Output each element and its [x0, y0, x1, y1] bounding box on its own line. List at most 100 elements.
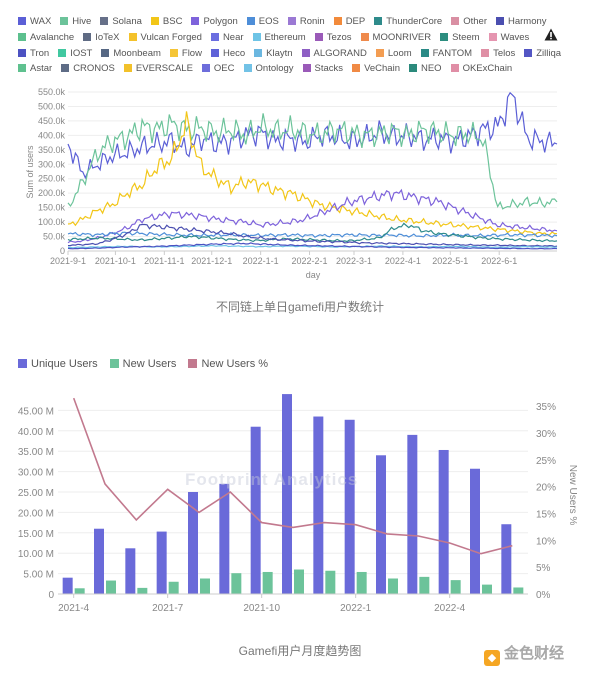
legend-item-eos[interactable]: EOS	[246, 14, 279, 30]
legend-item-algorand[interactable]: ALGORAND	[301, 46, 367, 62]
legend-item-polygon[interactable]: Polygon	[191, 14, 238, 30]
legend-item-everscale[interactable]: EVERSCALE	[123, 61, 193, 77]
bar-unique-users	[62, 577, 73, 594]
legend-item-neo[interactable]: NEO	[408, 61, 442, 77]
legend-item-new-users[interactable]: New Users %	[188, 358, 268, 370]
x-tick-label: 2022-1	[340, 603, 372, 614]
legend-label: IOST	[70, 47, 93, 59]
legend-item-thundercore[interactable]: ThunderCore	[374, 14, 442, 30]
legend-label: EOS	[258, 16, 279, 27]
legend-swatch	[252, 32, 261, 41]
legend-item-bsc[interactable]: BSC	[150, 14, 182, 30]
legend-item-steem[interactable]: Steem	[440, 30, 480, 46]
legend-item-fantom[interactable]: FANTOM	[420, 46, 473, 62]
legend-label: EVERSCALE	[135, 63, 193, 75]
legend-item-flow[interactable]: Flow	[169, 46, 202, 62]
legend-item-cronos[interactable]: CRONOS	[61, 61, 115, 77]
legend-item-avalanche[interactable]: Avalanche	[18, 30, 74, 46]
legend-swatch	[191, 17, 200, 25]
legend-item-zilliqa[interactable]: Zilliqa	[524, 46, 561, 62]
legend-label: Harmony	[507, 16, 547, 27]
legend-item-telos[interactable]: Telos	[481, 46, 515, 62]
legend-swatch	[374, 17, 383, 25]
legend-label: FANTOM	[432, 47, 473, 59]
bar-unique-users	[470, 468, 480, 594]
legend-item-tezos[interactable]: Tezos	[314, 30, 352, 46]
legend-label: Steem	[452, 31, 480, 43]
legend-label: Tezos	[326, 31, 352, 43]
legend-swatch	[243, 64, 252, 73]
legend-item-moonbeam[interactable]: Moonbeam	[101, 46, 161, 62]
legend-label: Avalanche	[30, 31, 75, 43]
bar-new-users	[231, 573, 242, 594]
legend-item-ronin[interactable]: Ronin	[287, 14, 325, 30]
legend-swatch	[488, 32, 497, 41]
legend-item-ontology[interactable]: Ontology	[243, 61, 294, 77]
legend-item-oec[interactable]: OEC	[201, 61, 235, 77]
series-line-wax	[67, 91, 558, 180]
x-tick-label: 2022-2-1	[292, 256, 328, 266]
y2-tick-label: 5%	[536, 563, 551, 574]
legend-item-ethereum[interactable]: Ethereum	[252, 30, 306, 46]
bar-unique-users	[125, 548, 136, 594]
series-line-eos	[67, 231, 558, 239]
legend-item-harmony[interactable]: Harmony	[495, 14, 547, 30]
legend-item-other[interactable]: Other	[451, 14, 487, 30]
y-tick-label: 0	[60, 246, 65, 256]
legend-item-new-users[interactable]: New Users	[109, 358, 176, 370]
legend-swatch	[201, 64, 210, 73]
bar-unique-users	[282, 394, 292, 594]
series-line-harmony	[67, 223, 558, 248]
bar-new-users	[356, 571, 367, 594]
y-tick-label: 100.0k	[38, 217, 66, 227]
legend-item-hive[interactable]: Hive	[60, 14, 91, 30]
legend-item-solana[interactable]: Solana	[100, 14, 142, 30]
legend-swatch	[123, 64, 132, 73]
legend-label: Near	[222, 31, 244, 43]
legend-item-klaytn[interactable]: Klaytn	[254, 46, 293, 62]
brand-logo: ◆ 金色财经	[484, 642, 564, 666]
bar-unique-users	[407, 434, 418, 594]
legend-item-moonriver[interactable]: MOONRIVER	[360, 30, 431, 46]
legend-item-heco[interactable]: Heco	[210, 46, 245, 62]
x-tick-label: 2022-5-1	[432, 256, 468, 266]
legend-swatch	[210, 32, 219, 41]
legend-swatch	[101, 48, 110, 57]
legend-item-loom[interactable]: Loom	[375, 46, 412, 62]
legend-item-iotex[interactable]: IoTeX	[83, 30, 120, 46]
legend-swatch	[360, 32, 369, 41]
legend-item-astar[interactable]: Astar	[18, 61, 52, 77]
legend-item-waves[interactable]: Waves	[488, 30, 529, 46]
legend-item-wax[interactable]: WAX	[18, 14, 51, 30]
legend-swatch	[60, 17, 69, 25]
y-tick-label: 15.00 M	[18, 529, 54, 540]
y-tick-label: 45.00 M	[18, 406, 54, 417]
legend-swatch	[375, 48, 384, 57]
y2-tick-label: 0%	[536, 590, 551, 601]
x-tick-label: 2021-10-1	[95, 256, 136, 266]
x-axis-label: day	[306, 270, 321, 280]
y-tick-label: 35.00 M	[18, 447, 54, 458]
legend-item-tron[interactable]: Tron	[18, 46, 49, 62]
legend-item-vechain[interactable]: VeChain	[352, 61, 400, 77]
brand-name: 金色财经	[504, 645, 565, 662]
bar-unique-users	[250, 426, 261, 594]
legend-label: Tron	[30, 47, 50, 59]
y-tick-label: 30.00 M	[18, 468, 54, 479]
legend-item-okexchain[interactable]: OKExChain	[450, 61, 512, 77]
bar-chart-caption: Gamefi用户月度趋势图	[238, 644, 362, 658]
legend-item-iost[interactable]: IOST	[58, 46, 92, 62]
legend-item-unique-users[interactable]: Unique Users	[18, 358, 98, 370]
legend-item-near[interactable]: Near	[210, 30, 244, 46]
x-tick-label: 2022-3-1	[336, 256, 372, 266]
legend-item-stacks[interactable]: Stacks	[302, 61, 343, 77]
legend-item-dep[interactable]: DEP	[333, 14, 365, 30]
legend-label: New Users %	[201, 358, 269, 370]
y2-tick-label: 25%	[536, 456, 556, 467]
y-tick-label: 550.0k	[38, 87, 66, 97]
legend-item-vulcan-forged[interactable]: Vulcan Forged	[128, 30, 202, 46]
x-tick-label: 2021-12-1	[191, 256, 232, 266]
legend-label: Vulcan Forged	[140, 31, 202, 43]
y-tick-label: 40.00 M	[18, 427, 54, 438]
y2-tick-label: 10%	[536, 536, 556, 547]
